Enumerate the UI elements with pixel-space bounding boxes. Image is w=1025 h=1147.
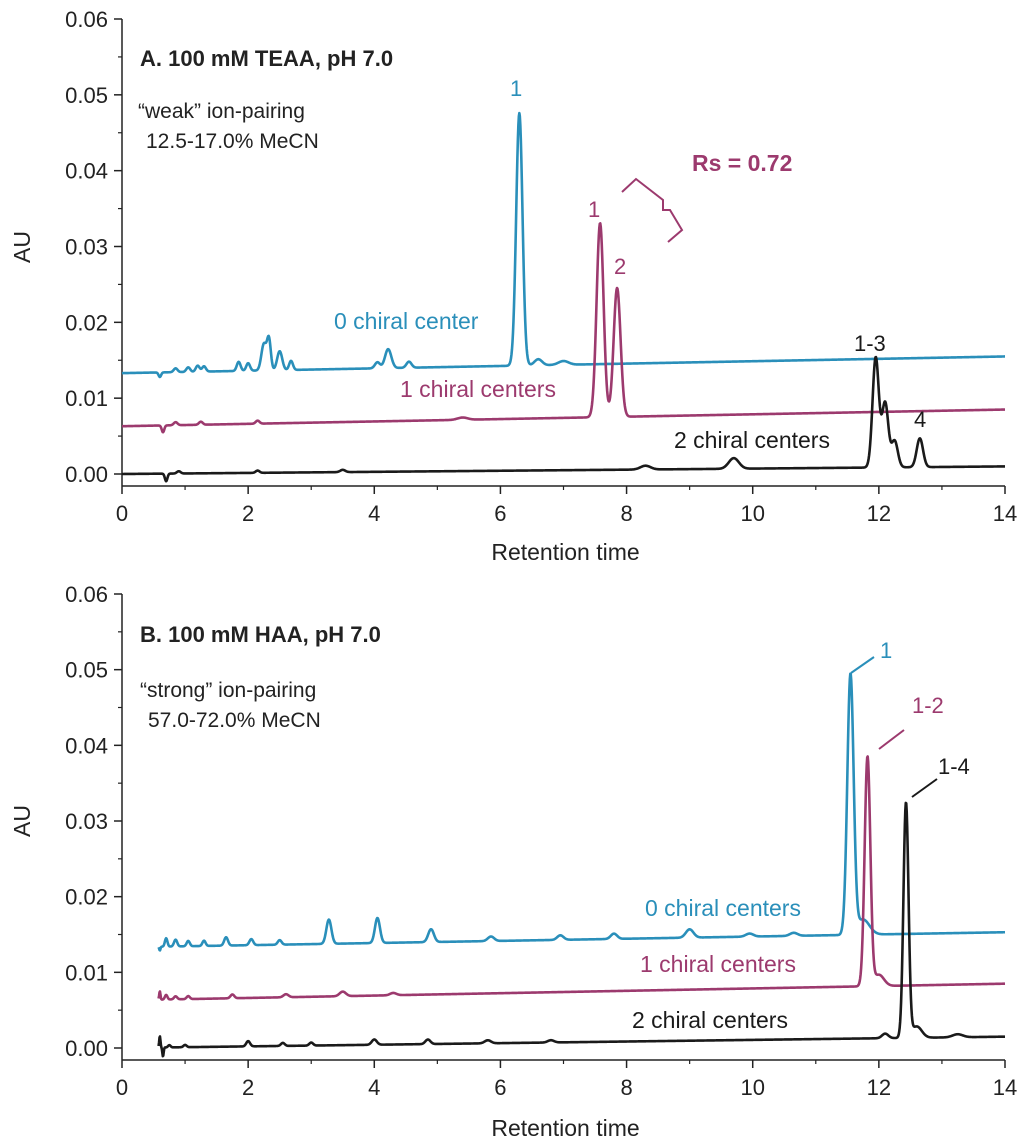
panel-b-label-1-chiral: 1 chiral centers	[640, 951, 796, 977]
trace-2-chiral-centers	[157, 801, 1006, 1058]
x-axis-title: Retention time	[491, 539, 639, 565]
panel-b-axes: 0.00 0.01 0.02 0.03 0.04 0.05 0.06 0 2 4 6 8 10 12 14 R…	[9, 582, 1017, 1141]
y-tick-label: 0.05	[65, 83, 108, 108]
y-axis-title: AU	[9, 231, 35, 263]
panel-b-peak-blue-leader	[850, 656, 875, 674]
x-tick-label: 6	[494, 501, 506, 526]
panel-b-title: B. 100 mM HAA, pH 7.0	[140, 622, 381, 647]
y-tick-label: 0.01	[65, 386, 108, 411]
x-tick-label: 12	[867, 1075, 891, 1100]
y-tick-label: 0.01	[65, 960, 108, 985]
y-tick-label: 0.05	[65, 658, 108, 683]
y-tick-label: 0.04	[65, 733, 108, 758]
panel-b: 0.00 0.01 0.02 0.03 0.04 0.05 0.06 0 2 4 6 8 10 12 14 R…	[9, 582, 1017, 1141]
panel-b-note-mecn: 57.0-72.0% MeCN	[148, 709, 321, 732]
panel-a-label-1-chiral: 1 chiral centers	[400, 376, 556, 402]
x-tick-label: 4	[368, 1075, 380, 1100]
x-axis-title: Retention time	[491, 1115, 639, 1141]
trace-0-chiral-center	[121, 111, 1006, 379]
y-tick-label: 0.02	[65, 310, 108, 335]
y-tick-label: 0.03	[65, 809, 108, 834]
y-tick-label: 0.00	[65, 1036, 108, 1061]
panel-a-resolution-bracket	[621, 177, 684, 243]
panel-a-label-0-chiral: 0 chiral center	[334, 308, 479, 334]
panel-b-traces	[157, 672, 1006, 1058]
panel-a-peak-purple-1: 1	[588, 197, 600, 222]
x-tick-label: 2	[242, 501, 254, 526]
panel-b-label-0-chiral: 0 chiral centers	[645, 895, 801, 921]
x-tick-label: 4	[368, 501, 380, 526]
x-tick-label: 2	[242, 1075, 254, 1100]
y-tick-label: 0.06	[65, 582, 108, 607]
panel-a-traces	[121, 111, 1006, 483]
x-tick-label: 14	[993, 1075, 1017, 1100]
panel-a-peak-blue-1: 1	[510, 76, 522, 101]
y-tick-label: 0.06	[65, 7, 108, 32]
x-tick-label: 0	[116, 501, 128, 526]
panel-a-peak-purple-2: 2	[614, 254, 626, 279]
panel-a-note-mode: “weak” ion-pairing	[138, 100, 305, 123]
x-tick-label: 6	[494, 1075, 506, 1100]
panel-a-label-2-chiral: 2 chiral centers	[674, 427, 830, 453]
x-tick-label: 10	[740, 1075, 764, 1100]
panel-b-peak-purple-1-2: 1-2	[912, 693, 944, 718]
panel-b-note-mode: “strong” ion-pairing	[140, 679, 316, 702]
panel-a: 0.000.010.020.030.040.050.060 2 4 6 8 10 12 14R…	[9, 7, 1017, 565]
panel-b-label-2-chiral: 2 chiral centers	[632, 1007, 788, 1033]
y-tick-label: 0.02	[65, 885, 108, 910]
y-tick-label: 0.00	[65, 462, 108, 487]
x-tick-label: 12	[867, 501, 891, 526]
panel-b-peak-purple-leader	[878, 729, 905, 750]
y-tick-label: 0.04	[65, 159, 108, 184]
y-tick-label: 0.03	[65, 235, 108, 260]
x-tick-label: 8	[620, 501, 632, 526]
panel-b-peak-black-1-4: 1-4	[938, 754, 970, 779]
trace-1-chiral-centers	[157, 755, 1006, 1001]
trace-2-chiral-centers	[121, 355, 1006, 483]
panel-a-peak-black-4: 4	[914, 407, 926, 432]
panel-b-peak-blue-1: 1	[880, 638, 892, 663]
panel-a-axes: 0.000.010.020.030.040.050.060 2 4 6 8 10 12 14R…	[9, 7, 1017, 565]
trace-1-chiral-centers	[121, 222, 1006, 434]
panel-a-note-mecn: 12.5-17.0% MeCN	[146, 130, 319, 153]
x-tick-label: 10	[740, 501, 764, 526]
x-tick-label: 14	[993, 501, 1017, 526]
x-tick-label: 8	[620, 1075, 632, 1100]
x-tick-label: 0	[116, 1075, 128, 1100]
panel-a-peak-black-1-3: 1-3	[854, 331, 886, 356]
y-axis-title: AU	[9, 805, 35, 837]
panel-a-title: A. 100 mM TEAA, pH 7.0	[140, 46, 393, 71]
panel-a-resolution-label: Rs = 0.72	[692, 150, 792, 176]
panel-b-peak-black-leader	[911, 778, 938, 798]
